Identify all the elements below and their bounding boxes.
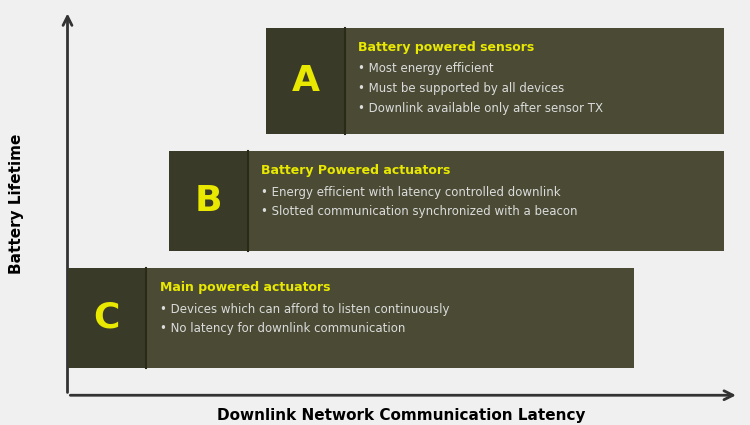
- Bar: [266, 28, 345, 134]
- Bar: [266, 28, 724, 134]
- Text: Battery powered sensors: Battery powered sensors: [358, 41, 535, 54]
- Text: • Must be supported by all devices: • Must be supported by all devices: [358, 82, 565, 95]
- Text: • Most energy efficient: • Most energy efficient: [358, 62, 494, 76]
- Text: • No latency for downlink communication: • No latency for downlink communication: [160, 322, 405, 335]
- Text: B: B: [194, 184, 222, 218]
- Text: • Devices which can afford to listen continuously: • Devices which can afford to listen con…: [160, 303, 449, 316]
- Text: Downlink Network Communication Latency: Downlink Network Communication Latency: [217, 408, 586, 423]
- Bar: [169, 151, 724, 251]
- Text: • Slotted communication synchronized with a beacon: • Slotted communication synchronized wit…: [261, 205, 578, 218]
- Bar: [169, 151, 248, 251]
- Text: • Energy efficient with latency controlled downlink: • Energy efficient with latency controll…: [261, 186, 560, 199]
- Text: Battery Lifetime: Battery Lifetime: [9, 134, 24, 274]
- Text: A: A: [292, 64, 320, 98]
- Bar: [68, 268, 634, 368]
- Bar: [68, 268, 146, 368]
- Text: Battery Powered actuators: Battery Powered actuators: [261, 164, 450, 178]
- Text: • Downlink available only after sensor TX: • Downlink available only after sensor T…: [358, 102, 604, 115]
- Text: Main powered actuators: Main powered actuators: [160, 281, 330, 295]
- Text: C: C: [94, 301, 120, 335]
